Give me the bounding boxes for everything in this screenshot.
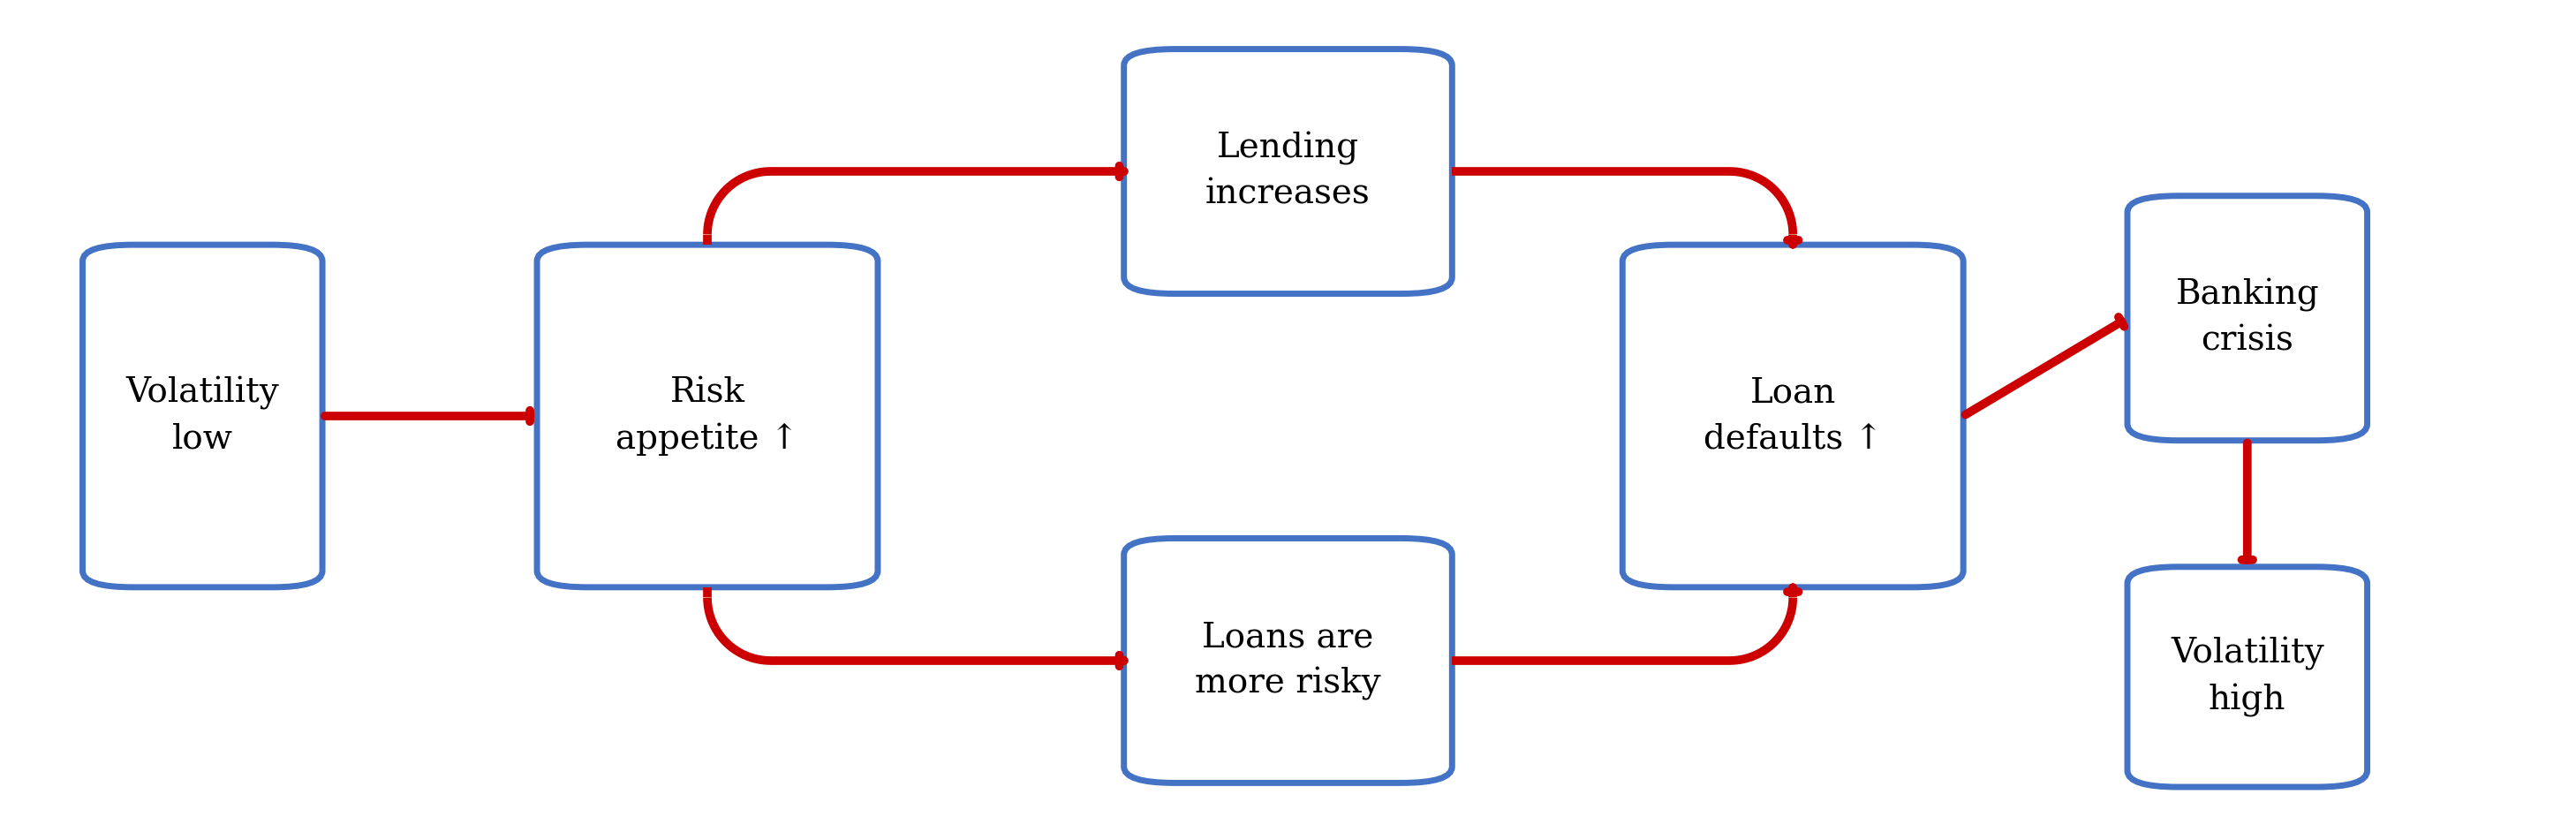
FancyBboxPatch shape — [2128, 567, 2367, 787]
Text: Volatility
high: Volatility high — [2172, 636, 2324, 717]
FancyBboxPatch shape — [536, 245, 878, 587]
Text: Loans are
more risky: Loans are more risky — [1195, 621, 1381, 701]
Text: Banking
crisis: Banking crisis — [2177, 279, 2318, 358]
FancyBboxPatch shape — [1623, 245, 1963, 587]
FancyBboxPatch shape — [1123, 49, 1453, 294]
Text: Risk
appetite ↑: Risk appetite ↑ — [616, 377, 799, 455]
Text: Loan
defaults ↑: Loan defaults ↑ — [1703, 377, 1883, 455]
FancyBboxPatch shape — [1123, 538, 1453, 783]
Text: Lending
increases: Lending increases — [1206, 131, 1370, 211]
FancyBboxPatch shape — [82, 245, 322, 587]
FancyBboxPatch shape — [2128, 196, 2367, 440]
Text: Volatility
low: Volatility low — [126, 376, 278, 456]
